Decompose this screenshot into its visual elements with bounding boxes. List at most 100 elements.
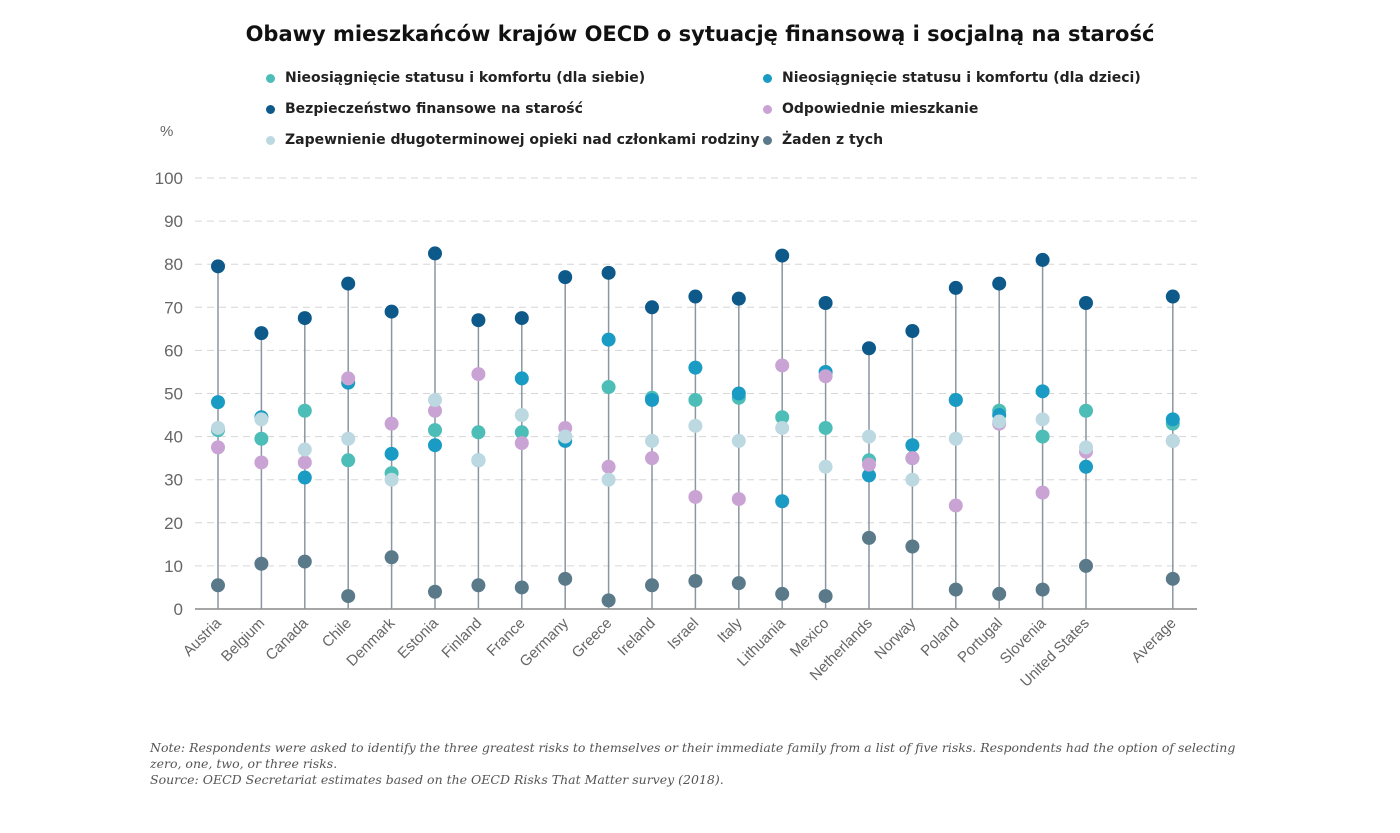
y-axis-label: %	[160, 123, 173, 140]
x-tick-label: Finland	[438, 615, 485, 662]
data-point	[688, 360, 703, 375]
data-point	[1035, 429, 1050, 444]
data-point	[254, 412, 269, 427]
data-point	[471, 425, 486, 440]
data-point	[1035, 252, 1050, 267]
data-point	[905, 539, 920, 554]
legend-label: Zapewnienie długoterminowej opieki nad c…	[285, 132, 760, 148]
y-tick-label: 10	[164, 557, 183, 576]
data-point	[775, 248, 790, 263]
data-point	[601, 380, 616, 395]
data-point	[1165, 433, 1180, 448]
data-point	[1079, 459, 1093, 474]
source-text: Source: OECD Secretariat estimates based…	[150, 772, 724, 787]
y-tick-label: 90	[164, 212, 183, 231]
data-point	[297, 403, 312, 418]
data-point	[514, 311, 529, 326]
x-tick-label: Portugal	[954, 615, 1006, 667]
data-point	[428, 423, 442, 438]
x-tick-label: Denmark	[343, 614, 398, 669]
data-point	[601, 472, 616, 487]
data-point	[297, 554, 312, 569]
x-tick-label: Chile	[319, 615, 355, 651]
legend-marker	[763, 135, 772, 145]
legend-item: Nieosiągnięcie statusu i komfortu (dla d…	[763, 70, 1141, 86]
x-tick-label: Estonia	[394, 614, 442, 662]
legend-label: Żaden z tych	[782, 132, 884, 148]
data-point	[645, 392, 659, 407]
x-tick-label: Germany	[516, 614, 572, 670]
y-tick-label: 100	[155, 169, 183, 188]
data-point	[254, 431, 269, 446]
x-tick-label: Norway	[871, 614, 919, 662]
chart-title: Obawy mieszkańców krajów OECD o sytuację…	[245, 22, 1155, 46]
data-point	[731, 386, 746, 401]
legend-marker	[266, 104, 275, 114]
data-point	[601, 265, 616, 280]
data-point	[1079, 440, 1093, 455]
data-point	[992, 414, 1007, 429]
legend-item: Odpowiednie mieszkanie	[763, 101, 978, 117]
data-point	[297, 442, 312, 457]
legend-marker	[763, 104, 772, 114]
data-point	[341, 431, 356, 446]
data-point	[254, 326, 269, 341]
data-point	[558, 571, 573, 586]
data-point	[254, 556, 269, 571]
data-point	[1079, 558, 1093, 573]
data-point	[428, 246, 442, 261]
data-point	[384, 472, 399, 487]
data-point	[1165, 289, 1180, 304]
data-point	[1165, 571, 1180, 586]
data-point	[384, 446, 399, 461]
legend-label: Nieosiągnięcie statusu i komfortu (dla s…	[285, 70, 646, 86]
data-point	[818, 369, 833, 384]
data-point	[645, 451, 659, 466]
data-point	[341, 453, 356, 468]
data-point	[731, 576, 746, 591]
data-point	[731, 492, 746, 507]
data-point	[514, 425, 529, 440]
legend-marker	[763, 73, 772, 83]
data-point	[341, 371, 356, 386]
data-point	[601, 332, 616, 347]
note-text: Note: Respondents were asked to identify…	[150, 740, 1236, 771]
y-tick-label: 80	[164, 255, 183, 274]
data-point	[297, 470, 312, 485]
data-point	[775, 420, 790, 435]
legend-item: Zapewnienie długoterminowej opieki nad c…	[266, 132, 760, 148]
data-point	[428, 584, 442, 599]
data-point	[731, 433, 746, 448]
data-point	[992, 586, 1007, 601]
y-tick-label: 70	[164, 298, 183, 317]
data-point	[384, 416, 399, 431]
data-point	[384, 304, 399, 319]
data-point	[948, 280, 963, 295]
data-point	[688, 573, 703, 588]
data-point	[818, 420, 833, 435]
data-point	[1035, 384, 1050, 399]
legend-label: Odpowiednie mieszkanie	[782, 101, 979, 117]
data-point	[471, 313, 486, 328]
data-point	[1035, 485, 1050, 500]
x-tick-label: Lithuania	[734, 614, 790, 670]
data-point	[948, 392, 963, 407]
data-point	[514, 436, 529, 451]
data-point	[688, 289, 703, 304]
data-point	[905, 324, 920, 339]
data-point	[558, 429, 573, 444]
x-tick-label: Italy	[714, 614, 746, 646]
data-point	[601, 593, 616, 608]
y-tick-label: 30	[164, 471, 183, 490]
data-point	[645, 433, 659, 448]
data-point	[645, 300, 659, 315]
data-point	[688, 489, 703, 504]
data-point	[862, 530, 876, 545]
data-point	[341, 276, 356, 291]
y-tick-label: 20	[164, 514, 183, 533]
data-point	[1035, 582, 1050, 597]
data-point	[1079, 295, 1093, 310]
chart-notes: Note: Respondents were asked to identify…	[150, 740, 1250, 788]
data-point	[211, 259, 225, 274]
